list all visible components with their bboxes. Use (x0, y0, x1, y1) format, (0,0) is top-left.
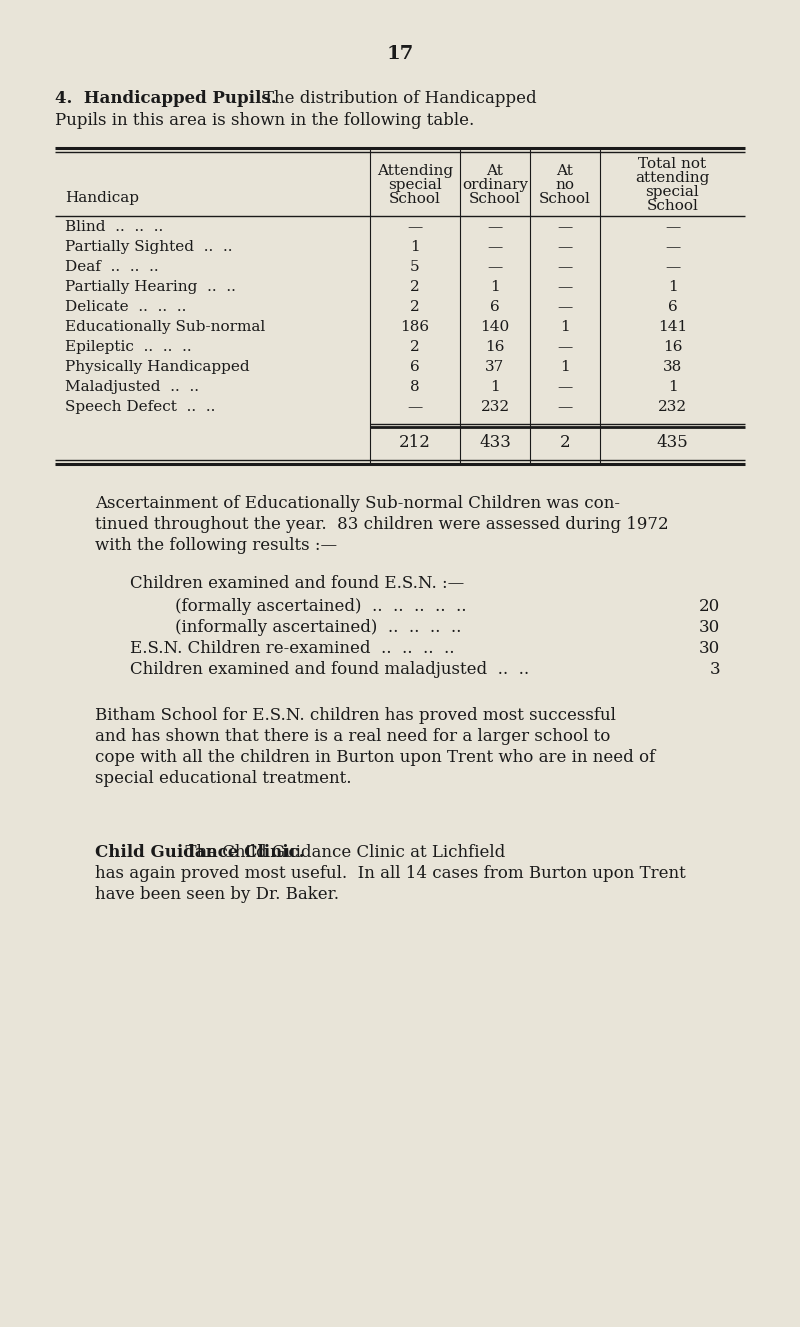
Text: Total not: Total not (638, 157, 706, 171)
Text: 20: 20 (698, 598, 720, 614)
Text: (formally ascertained)  ..  ..  ..  ..  ..: (formally ascertained) .. .. .. .. .. (175, 598, 466, 614)
Text: 2: 2 (560, 434, 570, 451)
Text: 8: 8 (410, 380, 420, 394)
Text: Handicap: Handicap (65, 191, 139, 204)
Text: —: — (407, 220, 422, 234)
Text: Blind  ..  ..  ..: Blind .. .. .. (65, 220, 163, 234)
Text: Attending: Attending (377, 165, 453, 178)
Text: —: — (487, 260, 502, 273)
Text: 232: 232 (481, 399, 510, 414)
Text: 30: 30 (698, 618, 720, 636)
Text: Child Guidance Clinic.: Child Guidance Clinic. (95, 844, 305, 861)
Text: 1: 1 (490, 280, 500, 295)
Text: Deaf  ..  ..  ..: Deaf .. .. .. (65, 260, 158, 273)
Text: 2: 2 (410, 340, 420, 354)
Text: cope with all the children in Burton upon Trent who are in need of: cope with all the children in Burton upo… (95, 750, 655, 766)
Text: 17: 17 (386, 45, 414, 62)
Text: —: — (487, 240, 502, 253)
Text: special: special (388, 178, 442, 192)
Text: (informally ascertained)  ..  ..  ..  ..: (informally ascertained) .. .. .. .. (175, 618, 462, 636)
Text: 30: 30 (698, 640, 720, 657)
Text: Children examined and found maladjusted  ..  ..: Children examined and found maladjusted … (130, 661, 529, 678)
Text: At: At (557, 165, 574, 178)
Text: —: — (558, 300, 573, 314)
Text: Children examined and found E.S.N. :—: Children examined and found E.S.N. :— (130, 575, 464, 592)
Text: —: — (665, 220, 680, 234)
Text: and has shown that there is a real need for a larger school to: and has shown that there is a real need … (95, 729, 610, 744)
Text: Partially Hearing  ..  ..: Partially Hearing .. .. (65, 280, 236, 295)
Text: 2: 2 (410, 280, 420, 295)
Text: 186: 186 (401, 320, 430, 334)
Text: Delicate  ..  ..  ..: Delicate .. .. .. (65, 300, 186, 314)
Text: 38: 38 (663, 360, 682, 374)
Text: 5: 5 (410, 260, 420, 273)
Text: —: — (407, 399, 422, 414)
Text: 6: 6 (490, 300, 500, 314)
Text: 2: 2 (410, 300, 420, 314)
Text: 3: 3 (710, 661, 720, 678)
Text: Ascertainment of Educationally Sub-normal Children was con-: Ascertainment of Educationally Sub-norma… (95, 495, 620, 512)
Text: 4.  Handicapped Pupils.: 4. Handicapped Pupils. (55, 90, 277, 107)
Text: —: — (487, 220, 502, 234)
Text: Bitham School for E.S.N. children has proved most successful: Bitham School for E.S.N. children has pr… (95, 707, 616, 725)
Text: Maladjusted  ..  ..: Maladjusted .. .. (65, 380, 199, 394)
Text: 37: 37 (486, 360, 505, 374)
Text: —: — (558, 240, 573, 253)
Text: —: — (558, 260, 573, 273)
Text: 6: 6 (668, 300, 678, 314)
Text: 1: 1 (668, 280, 678, 295)
Text: 232: 232 (658, 399, 687, 414)
Text: The distribution of Handicapped: The distribution of Handicapped (263, 90, 537, 107)
Text: The Child Guidance Clinic at Lichfield: The Child Guidance Clinic at Lichfield (175, 844, 506, 861)
Text: School: School (469, 192, 521, 206)
Text: —: — (558, 220, 573, 234)
Text: E.S.N. Children re-examined  ..  ..  ..  ..: E.S.N. Children re-examined .. .. .. .. (130, 640, 454, 657)
Text: 141: 141 (658, 320, 687, 334)
Text: Partially Sighted  ..  ..: Partially Sighted .. .. (65, 240, 233, 253)
Text: 6: 6 (410, 360, 420, 374)
Text: 1: 1 (560, 320, 570, 334)
Text: with the following results :—: with the following results :— (95, 537, 337, 553)
Text: Physically Handicapped: Physically Handicapped (65, 360, 250, 374)
Text: Epileptic  ..  ..  ..: Epileptic .. .. .. (65, 340, 192, 354)
Text: —: — (558, 380, 573, 394)
Text: 16: 16 (486, 340, 505, 354)
Text: —: — (558, 280, 573, 295)
Text: 1: 1 (668, 380, 678, 394)
Text: —: — (558, 399, 573, 414)
Text: 1: 1 (490, 380, 500, 394)
Text: no: no (555, 178, 574, 192)
Text: —: — (665, 260, 680, 273)
Text: At: At (486, 165, 503, 178)
Text: special educational treatment.: special educational treatment. (95, 770, 351, 787)
Text: special: special (646, 184, 699, 199)
Text: School: School (389, 192, 441, 206)
Text: Pupils in this area is shown in the following table.: Pupils in this area is shown in the foll… (55, 111, 474, 129)
Text: attending: attending (635, 171, 710, 184)
Text: 1: 1 (410, 240, 420, 253)
Text: 1: 1 (560, 360, 570, 374)
Text: School: School (646, 199, 698, 214)
Text: 433: 433 (479, 434, 511, 451)
Text: —: — (665, 240, 680, 253)
Text: tinued throughout the year.  83 children were assessed during 1972: tinued throughout the year. 83 children … (95, 516, 669, 533)
Text: 140: 140 (480, 320, 510, 334)
Text: 212: 212 (399, 434, 431, 451)
Text: 435: 435 (657, 434, 688, 451)
Text: Speech Defect  ..  ..: Speech Defect .. .. (65, 399, 215, 414)
Text: Educationally Sub-normal: Educationally Sub-normal (65, 320, 266, 334)
Text: ordinary: ordinary (462, 178, 528, 192)
Text: —: — (558, 340, 573, 354)
Text: have been seen by Dr. Baker.: have been seen by Dr. Baker. (95, 885, 339, 902)
Text: 16: 16 (662, 340, 682, 354)
Text: has again proved most useful.  In all 14 cases from Burton upon Trent: has again proved most useful. In all 14 … (95, 865, 686, 881)
Text: School: School (539, 192, 591, 206)
